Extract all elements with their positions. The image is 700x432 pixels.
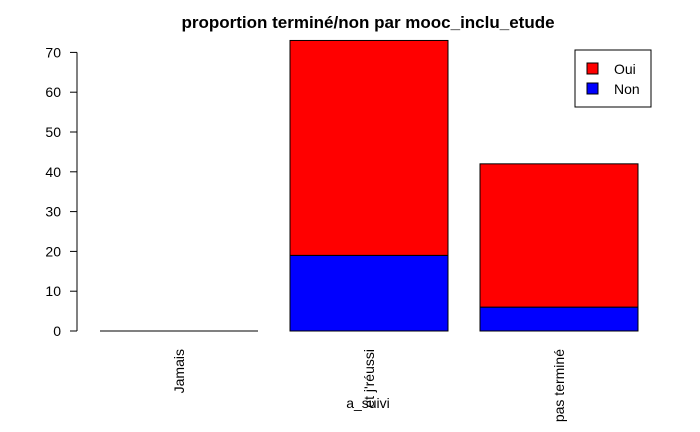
y-tick-label: 70 — [45, 44, 61, 60]
y-tick-label: 30 — [45, 204, 61, 220]
legend-label-oui: Oui — [614, 61, 636, 77]
x-tick-label: et j'réussi — [361, 349, 377, 408]
x-tick-label: pas terminé — [551, 349, 567, 422]
bar-segment-non — [289, 254, 449, 332]
legend-label-non: Non — [614, 81, 640, 97]
x-axis-label: a_suivi — [346, 395, 390, 411]
y-axis: 0 10 20 30 40 50 60 70 — [45, 44, 78, 339]
x-tick-labels: Jamais et j'réussi pas terminé — [171, 349, 567, 422]
bars — [100, 39, 639, 332]
x-tick-label: Jamais — [171, 349, 187, 393]
legend-swatch-non — [586, 82, 599, 95]
y-tick-label: 50 — [45, 124, 61, 140]
bar-segment-oui — [289, 39, 449, 256]
bar-segment-oui — [479, 163, 639, 308]
y-tick-label: 0 — [53, 323, 61, 339]
legend-swatch-oui — [586, 62, 599, 75]
legend-box — [574, 49, 652, 108]
bar-segment-non — [479, 306, 639, 332]
y-tick-label: 40 — [45, 164, 61, 180]
legend: Oui Non — [574, 49, 652, 108]
y-tick-label: 20 — [45, 243, 61, 259]
chart-title: proportion terminé/non par mooc_inclu_et… — [181, 13, 554, 32]
y-tick-label: 60 — [45, 84, 61, 100]
y-tick-label: 10 — [45, 283, 61, 299]
